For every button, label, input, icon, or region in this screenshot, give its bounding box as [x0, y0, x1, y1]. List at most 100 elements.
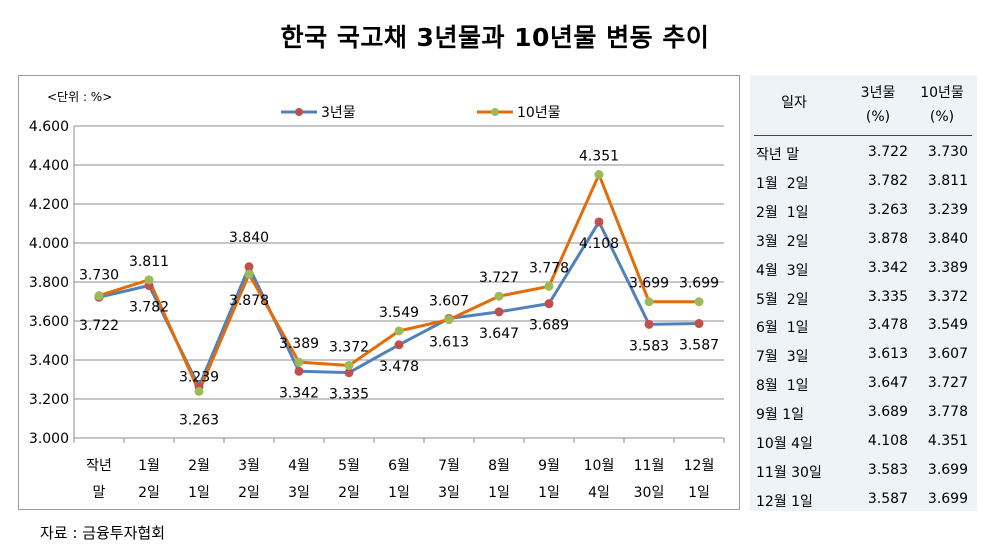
table-cell-10y: 3.778: [927, 404, 968, 421]
data-label: 3.549: [379, 305, 419, 321]
data-label: 3.699: [679, 276, 719, 292]
x-tick-label: 말: [93, 485, 106, 501]
data-label: 3.647: [479, 326, 519, 342]
data-label: 3.782: [129, 300, 169, 316]
data-point: [644, 297, 654, 307]
data-label: 3.389: [279, 336, 319, 352]
table-cell-3y: 3.613: [867, 346, 908, 363]
data-label: 4.108: [579, 236, 619, 252]
data-point: [294, 357, 304, 367]
table-cell-3y: 3.263: [867, 201, 908, 218]
legend-label: 3년물: [321, 105, 356, 121]
x-tick-label: 1월: [138, 458, 160, 474]
data-point: [244, 262, 254, 272]
table-row: 4월 3일 3.342 3.389: [750, 255, 977, 284]
x-tick-label: 1일: [488, 485, 510, 501]
data-point: [394, 326, 404, 336]
data-label: 3.372: [329, 339, 369, 355]
y-tick-label: 4.200: [29, 197, 69, 213]
table-cell-10y: 3.840: [927, 230, 968, 247]
table-cell-date: 5월 2일: [756, 291, 809, 308]
table-row: 5월 2일 3.335 3.372: [750, 284, 977, 313]
data-point: [594, 170, 604, 180]
x-tick-label: 6월: [388, 458, 410, 474]
table-row: 3월 2일 3.878 3.840: [750, 226, 977, 255]
table-row: 11월 30일 3.583 3.699: [750, 457, 977, 486]
x-tick-label: 1일: [688, 485, 710, 501]
x-tick-label: 2월: [188, 458, 210, 474]
table-cell-date: 8월 1일: [756, 378, 809, 395]
data-label: 3.689: [529, 318, 569, 334]
table-cell-10y: 3.727: [927, 375, 968, 392]
header-10y-unit: (%): [929, 109, 955, 125]
data-label: 3.699: [629, 276, 669, 292]
y-tick-label: 3.200: [29, 392, 69, 408]
data-label: 3.587: [679, 338, 719, 354]
header-3y-unit: (%): [865, 109, 891, 125]
table-cell-3y: 3.583: [867, 461, 908, 478]
y-tick-label: 4.000: [29, 236, 69, 252]
data-point: [694, 319, 704, 329]
y-tick-label: 4.600: [29, 119, 69, 135]
table-cell-10y: 3.699: [927, 461, 968, 478]
line-chart: 3.000 3.200 3.400 3.600 3.800 4.000 4.200 4.400…: [29, 105, 725, 501]
table-cell-10y: 3.699: [927, 490, 968, 507]
x-tick-label: 1일: [388, 485, 410, 501]
data-point: [544, 281, 554, 291]
table-cell-10y: 3.549: [927, 317, 968, 334]
data-label: 3.840: [229, 230, 269, 246]
data-point: [494, 291, 504, 301]
header-10y: 10년물: [920, 85, 964, 101]
table-cell-date: 4월 3일: [756, 262, 809, 279]
table-cell-3y: 4.108: [867, 433, 908, 449]
data-label: 3.335: [329, 387, 369, 403]
data-point: [694, 297, 704, 307]
header-3y: 3년물: [860, 85, 896, 101]
data-point: [194, 386, 204, 396]
data-point: [344, 360, 354, 370]
data-label: 3.727: [479, 270, 519, 286]
data-label: 3.730: [79, 268, 119, 284]
x-tick-label: 7월: [438, 458, 460, 474]
table-cell-10y: 3.607: [927, 346, 968, 363]
data-label: 3.342: [279, 385, 319, 401]
table-cell-3y: 3.342: [867, 259, 908, 276]
x-tick-label: 5월: [338, 458, 360, 474]
header-divider: [754, 135, 972, 136]
table-cell-3y: 3.722: [867, 144, 908, 160]
data-label: 3.613: [429, 334, 469, 350]
x-tick-label: 작년: [86, 458, 112, 474]
x-tick-label: 8월: [488, 458, 510, 474]
table-cell-3y: 3.647: [867, 375, 908, 392]
data-label: 3.583: [629, 338, 669, 354]
x-tick-label: 4일: [588, 485, 610, 501]
x-tick-label: 9월: [538, 458, 560, 474]
table-cell-10y: 3.730: [927, 144, 968, 160]
table-cell-date: 6월 1일: [756, 320, 809, 337]
data-point: [244, 269, 254, 279]
x-tick-label: 10월: [584, 458, 615, 474]
table-cell-date: 7월 3일: [756, 349, 809, 366]
table-cell-3y: 3.878: [867, 230, 908, 247]
table-cell-date: 12월 1일: [756, 493, 813, 510]
table-row: 1월 2일 3.782 3.811: [750, 168, 977, 197]
data-label: 3.811: [129, 254, 169, 270]
table-cell-3y: 3.587: [867, 490, 908, 507]
x-tick-label: 2일: [238, 485, 260, 501]
data-label: 3.778: [529, 260, 569, 276]
table-cell-date: 11월 30일: [756, 464, 822, 481]
y-tick-label: 3.600: [29, 314, 69, 330]
data-point: [94, 291, 104, 301]
data-label: 3.478: [379, 359, 419, 375]
table-cell-date: 9월 1일: [756, 407, 805, 424]
x-tick-label: 4월: [288, 458, 310, 474]
data-point: [444, 315, 454, 325]
table-row: 6월 1일 3.478 3.549: [750, 312, 977, 341]
data-point: [394, 340, 404, 350]
legend-marker: [295, 108, 303, 116]
data-point: [644, 319, 654, 329]
table-cell-date: 2월 1일: [756, 204, 809, 221]
x-tick-label: 2일: [138, 485, 160, 501]
source-note: 자료 : 금융투자협회: [40, 524, 165, 542]
data-point: [494, 307, 504, 317]
